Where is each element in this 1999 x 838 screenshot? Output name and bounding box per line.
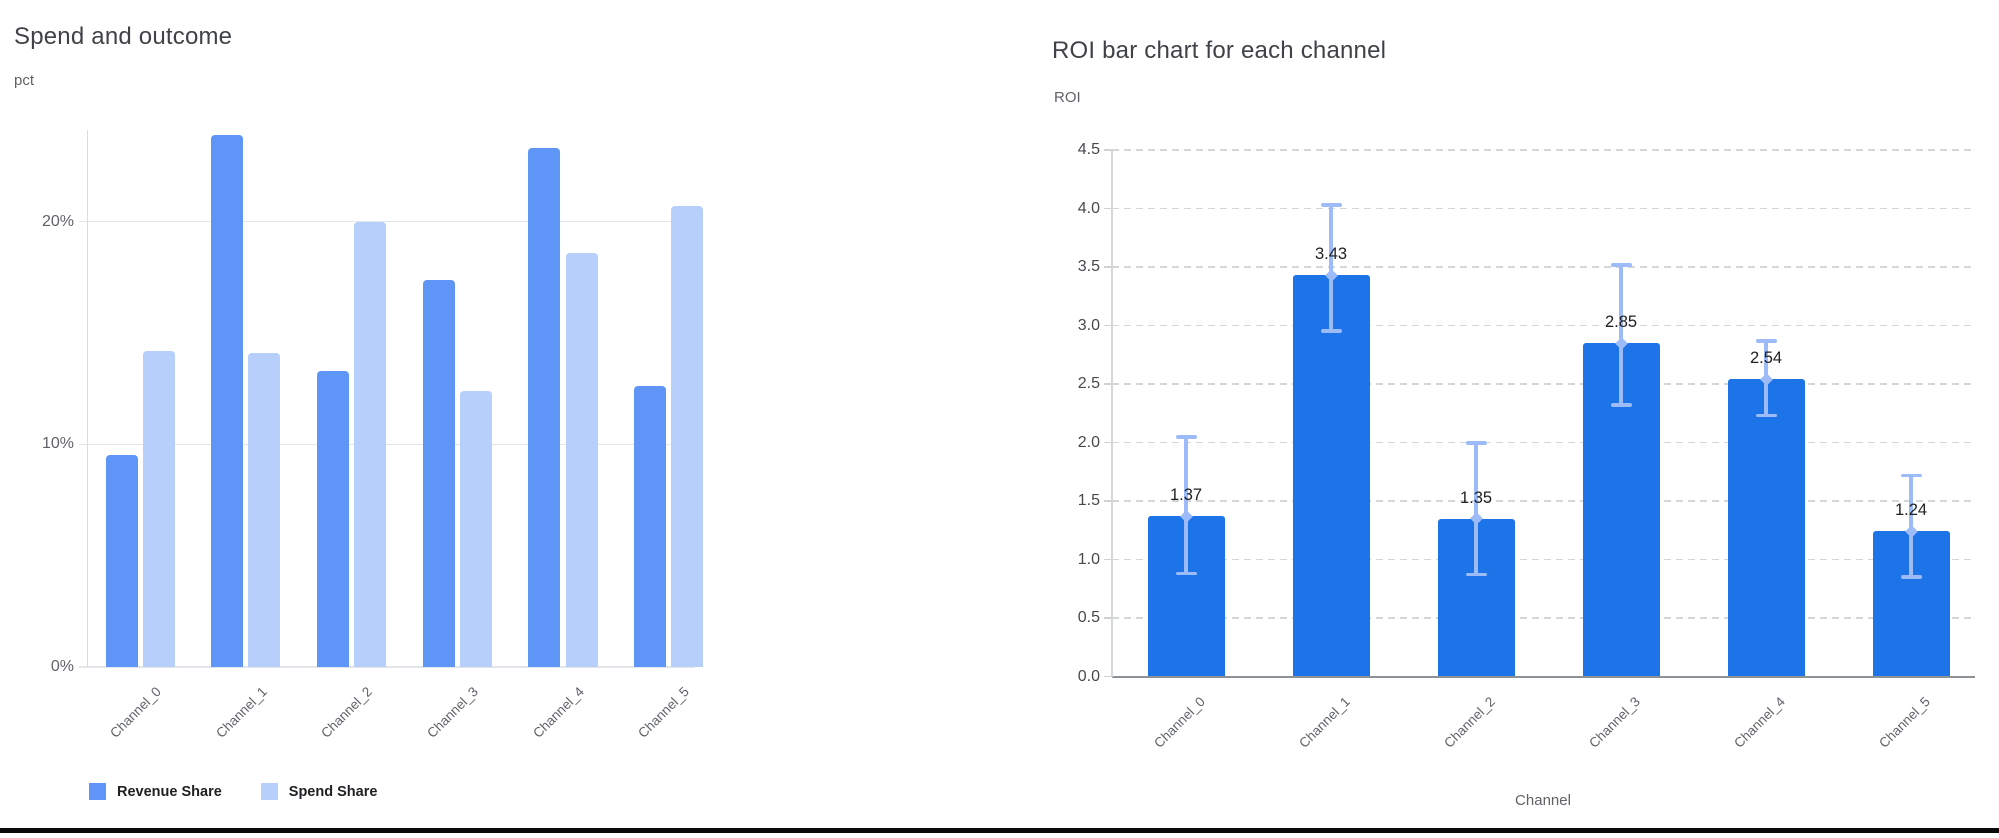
right-chart-x-tick-label: Channel_3 (1585, 694, 1643, 751)
bar-revenue-share-channel-3[interactable] (422, 279, 455, 667)
left-chart-y-tick-label: 0% (50, 658, 74, 675)
right-chart-baseline (1112, 675, 1975, 678)
bar-revenue-share-channel-2[interactable] (316, 370, 349, 667)
legend-item-revenue-share[interactable]: Revenue Share (89, 783, 222, 800)
error-bar-cap-top (1900, 473, 1922, 478)
right-chart-gridline (1112, 324, 1975, 327)
right-chart-y-tick-mark (1104, 207, 1112, 210)
left-chart-y-tick-label: 10% (41, 435, 74, 453)
right-chart-y-tick-label: 1.5 (1077, 492, 1100, 509)
error-bar-cap-top (1610, 263, 1632, 267)
right-chart-y-axis-line (1111, 150, 1113, 677)
left-chart-gridline (79, 666, 695, 668)
right-chart-title: ROI bar chart for each channel (1052, 37, 1387, 64)
bar-revenue-share-channel-4[interactable] (528, 148, 561, 667)
right-chart-y-tick-label: 4.5 (1077, 141, 1100, 158)
bar-spend-share-channel-2[interactable] (354, 221, 387, 667)
left-chart-y-tick-label: 20% (41, 212, 74, 230)
bar-value-label: 2.85 (1604, 313, 1638, 332)
error-bar-line (1329, 204, 1333, 332)
legend-label-revenue-share: Revenue Share (117, 783, 222, 800)
right-chart-x-axis-title: Channel (1515, 792, 1571, 809)
bar-revenue-share-channel-5[interactable] (634, 386, 666, 667)
right-chart-gridline (1112, 149, 1975, 151)
bar-roi-channel-1[interactable] (1292, 275, 1370, 677)
error-bar-cap-top (1465, 441, 1487, 445)
right-chart-gridline (1112, 617, 1975, 619)
bar-value-label: 1.24 (1894, 501, 1928, 520)
left-chart-gridline (79, 443, 695, 446)
bar-spend-share-channel-1[interactable] (248, 352, 281, 667)
right-chart-y-tick-label: 3.0 (1077, 316, 1100, 334)
left-chart-gridline (79, 220, 695, 223)
right-chart-y-tick-mark (1104, 149, 1112, 151)
right-chart-x-tick-label: Channel_5 (1875, 694, 1933, 751)
bar-value-label: 2.54 (1749, 349, 1783, 368)
right-chart-y-tick-label: 0.5 (1077, 609, 1100, 626)
right-chart-y-tick-mark (1104, 558, 1112, 561)
right-chart-y-axis-unit: ROI (1054, 89, 1081, 106)
bar-revenue-share-channel-1[interactable] (211, 134, 244, 667)
left-chart-legend: Revenue Share Spend Share (89, 783, 377, 800)
error-bar-cap-bottom (1610, 403, 1632, 407)
spend-share-swatch-icon (260, 783, 278, 800)
right-chart-y-tick-mark (1104, 675, 1112, 678)
error-bar-cap-top (1320, 203, 1342, 207)
legend-item-spend-share[interactable]: Spend Share (260, 783, 378, 800)
bar-spend-share-channel-3[interactable] (459, 390, 492, 667)
error-bar-cap-bottom (1755, 413, 1777, 418)
right-chart-y-tick-label: 1.0 (1077, 550, 1100, 568)
right-chart-y-tick-mark (1104, 617, 1112, 619)
right-chart-y-tick-label: 0.0 (1077, 667, 1100, 685)
right-chart-y-tick-label: 3.5 (1077, 258, 1100, 275)
right-chart-y-tick-label: 2.0 (1077, 433, 1100, 451)
right-chart-y-tick-mark (1104, 383, 1112, 385)
error-bar-cap-bottom (1175, 571, 1197, 576)
right-chart-y-tick-mark (1104, 441, 1112, 444)
right-chart-gridline (1112, 383, 1975, 385)
left-chart-y-axis-unit: pct (14, 72, 35, 89)
error-bar-cap-bottom (1900, 575, 1922, 579)
right-chart-y-tick-label: 4.0 (1077, 199, 1100, 217)
bar-spend-share-channel-0[interactable] (142, 350, 175, 667)
right-chart-y-tick-mark (1104, 500, 1112, 502)
right-chart-y-tick-mark (1104, 266, 1112, 268)
error-bar-line (1184, 436, 1188, 574)
right-chart-x-tick-label: Channel_1 (1295, 694, 1353, 751)
error-bar-line (1619, 264, 1623, 406)
right-chart-y-tick-label: 2.5 (1077, 375, 1100, 392)
right-chart-gridline (1112, 266, 1975, 268)
error-bar-line (1474, 442, 1478, 575)
bar-roi-channel-4[interactable] (1727, 379, 1805, 677)
bar-value-label: 1.35 (1459, 488, 1493, 507)
left-chart-title: Spend and outcome (14, 23, 233, 50)
error-bar-cap-bottom (1320, 329, 1342, 333)
bar-value-label: 3.43 (1314, 245, 1348, 264)
right-chart-x-tick-label: Channel_0 (1150, 694, 1208, 751)
right-chart-gridline (1112, 558, 1975, 561)
error-bar-cap-top (1755, 339, 1777, 343)
right-chart-x-tick-label: Channel_2 (1440, 694, 1498, 751)
right-chart-x-tick-label: Channel_4 (1730, 694, 1788, 751)
right-chart-y-tick-mark (1104, 324, 1112, 327)
legend-label-spend-share: Spend Share (288, 783, 378, 800)
revenue-share-swatch-icon (89, 783, 106, 800)
right-chart-gridline (1112, 207, 1975, 210)
right-chart-gridline (1112, 441, 1975, 444)
bar-revenue-share-channel-0[interactable] (105, 455, 138, 667)
right-chart-gridline (1112, 500, 1975, 502)
bar-value-label: 1.37 (1169, 486, 1203, 505)
bar-spend-share-channel-4[interactable] (565, 252, 598, 667)
error-bar-cap-top (1175, 435, 1197, 439)
bottom-rule (0, 828, 1999, 833)
bar-spend-share-channel-5[interactable] (671, 206, 704, 667)
left-chart-y-axis-line (86, 130, 89, 667)
error-bar-cap-bottom (1465, 572, 1487, 577)
